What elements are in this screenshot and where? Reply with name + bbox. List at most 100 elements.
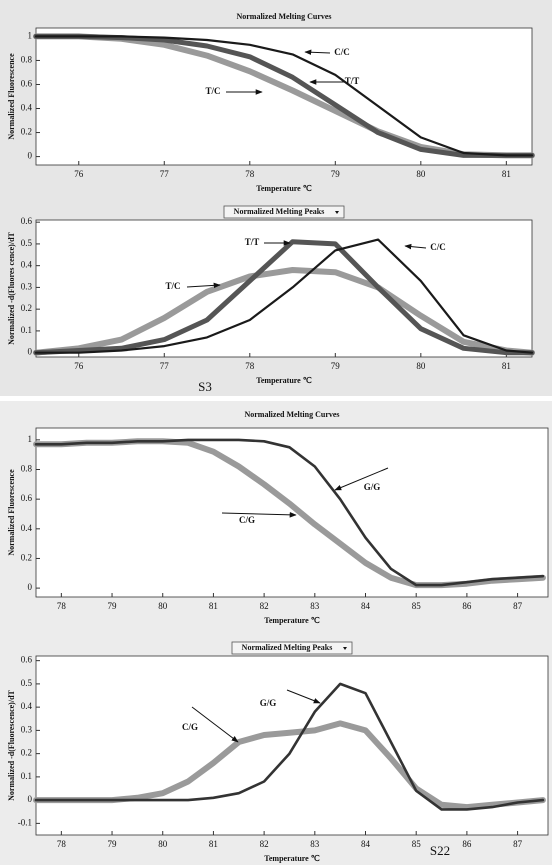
x-axis-label: Temperature ℃	[264, 854, 319, 863]
x-tick-label: 78	[57, 839, 67, 849]
annotation-arrow	[221, 512, 297, 518]
genotype-label: T/T	[345, 76, 360, 86]
x-tick-label: 80	[158, 839, 168, 849]
melt-curve	[34, 682, 545, 811]
x-tick-label: 81	[502, 169, 511, 179]
x-axis-label: Temperature ℃	[256, 184, 311, 193]
y-axis-label: Normalized Fluorescence	[7, 53, 16, 140]
x-tick-label: 84	[361, 839, 371, 849]
annotation-arrow	[334, 467, 389, 491]
x-tick-label: 83	[310, 839, 320, 849]
y-tick-label: 0	[28, 151, 33, 161]
y-tick-label: 0.2	[21, 553, 32, 563]
x-tick-label: 82	[260, 601, 269, 611]
plot-area	[35, 427, 549, 598]
y-tick-label: 0	[28, 794, 33, 804]
x-tick-label: 87	[513, 601, 523, 611]
y-tick-label: -0.1	[18, 817, 32, 827]
y-tick-label: 0.4	[21, 701, 33, 711]
y-tick-label: 0.1	[21, 771, 32, 781]
x-tick-label: 86	[462, 601, 472, 611]
genotype-label: C/C	[334, 47, 350, 57]
annotation-arrow	[404, 243, 427, 250]
x-tick-label: 83	[310, 601, 320, 611]
annotation-arrow	[186, 282, 221, 289]
y-tick-label: 0.5	[21, 678, 33, 688]
y-tick-label: 0.2	[21, 127, 32, 137]
y-tick-label: 0.5	[21, 238, 33, 248]
x-tick-label: 81	[209, 601, 218, 611]
x-tick-label: 77	[160, 169, 170, 179]
chart-title: Normalized Melting Curves	[244, 410, 339, 419]
melt-curve	[33, 239, 535, 356]
melt-curve	[34, 238, 534, 354]
x-tick-label: 85	[412, 839, 422, 849]
chart-title: Normalized Melting Peaks	[242, 643, 333, 652]
dropdown	[231, 641, 353, 655]
x-tick-label: 85	[412, 601, 422, 611]
genotype-label: C/C	[430, 242, 446, 252]
genotype-label: G/G	[364, 482, 381, 492]
y-tick-label: 0.8	[21, 55, 33, 65]
genotype-label: T/C	[205, 86, 220, 96]
y-tick-label: 0.4	[21, 260, 33, 270]
y-tick-label: 0.6	[21, 79, 33, 89]
genotype-label: T/C	[165, 281, 180, 291]
y-axis-label: Normalized -d(Fluores cence)/dT	[7, 231, 16, 344]
y-tick-label: 0	[28, 347, 33, 357]
plot-area	[35, 27, 533, 166]
y-tick-label: 0.2	[21, 303, 32, 313]
y-tick-label: 0.6	[21, 216, 33, 226]
dropdown-arrow	[335, 211, 339, 214]
y-tick-label: 0.6	[21, 655, 33, 665]
y-tick-label: 0.4	[21, 103, 33, 113]
x-tick-label: 81	[502, 361, 511, 371]
x-tick-label: 84	[361, 601, 371, 611]
y-tick-label: 0.3	[21, 724, 33, 734]
chart-title: Normalized Melting Curves	[236, 12, 331, 21]
dropdown	[223, 205, 345, 219]
x-tick-label: 78	[245, 361, 255, 371]
x-tick-label: 80	[416, 361, 426, 371]
genotype-label: C/G	[239, 515, 255, 525]
y-tick-label: 1	[28, 30, 33, 40]
x-tick-label: 87	[513, 839, 523, 849]
x-tick-label: 80	[416, 169, 426, 179]
annotation-arrow	[191, 706, 239, 743]
dropdown-arrow	[343, 647, 347, 650]
x-tick-label: 79	[108, 601, 118, 611]
panel-label: S3	[198, 379, 212, 394]
melt-curve	[34, 35, 534, 157]
chart-title: Normalized Melting Peaks	[234, 207, 325, 216]
y-tick-label: 0.3	[21, 281, 33, 291]
annotation-arrow	[304, 49, 331, 56]
x-tick-label: 79	[108, 839, 118, 849]
y-tick-label: 0.4	[21, 523, 33, 533]
y-tick-label: 0.1	[21, 325, 32, 335]
y-tick-label: 0	[28, 582, 33, 592]
x-tick-label: 77	[160, 361, 170, 371]
genotype-label: T/T	[245, 237, 260, 247]
panel-label: S22	[430, 843, 450, 858]
annotation-arrow	[286, 689, 321, 704]
x-tick-label: 80	[158, 601, 168, 611]
melt-curve	[34, 438, 545, 587]
x-tick-label: 81	[209, 839, 218, 849]
x-tick-label: 76	[74, 361, 84, 371]
x-axis-label: Temperature ℃	[264, 616, 319, 625]
y-tick-label: 0.6	[21, 493, 33, 503]
x-tick-label: 82	[260, 839, 269, 849]
x-tick-label: 79	[331, 169, 341, 179]
melt-curve	[33, 267, 535, 356]
y-tick-label: 1	[28, 434, 33, 444]
x-axis-label: Temperature ℃	[256, 376, 311, 385]
x-tick-label: 76	[74, 169, 84, 179]
y-tick-label: 0.2	[21, 748, 32, 758]
plot-area	[35, 655, 549, 836]
y-axis-label: Normalized -d(Fluorescence)/dT	[7, 689, 16, 800]
genotype-label: C/G	[182, 722, 198, 732]
x-tick-label: 78	[245, 169, 255, 179]
x-tick-label: 86	[462, 839, 472, 849]
y-tick-label: 0.8	[21, 464, 33, 474]
